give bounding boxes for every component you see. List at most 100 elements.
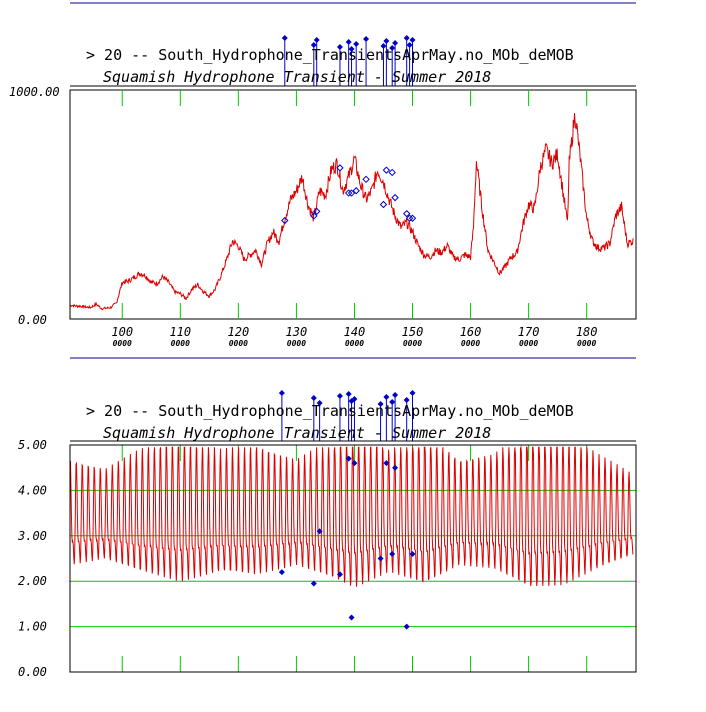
panel-1-event-point: [347, 189, 356, 197]
panel-1-xtick-label: 120: [228, 325, 250, 339]
panel-1-event-marker: [345, 39, 352, 45]
panel-1-event-marker: [363, 36, 370, 42]
panel-1-xtick-sublabel: 0000: [171, 339, 190, 348]
panel-2-event-marker: [377, 401, 384, 407]
panel-2-series-path: [69, 445, 634, 587]
panel-2: > 20 -- South_Hydrophone_TransientsAprMa…: [17, 390, 637, 679]
panel-2-ytick-label: 0.00: [18, 665, 47, 679]
panel-2-event-marker: [389, 399, 396, 405]
panel-1-event-point: [352, 187, 360, 195]
panel-1-event-point: [313, 207, 321, 216]
panel-1-event-point: [336, 164, 344, 172]
panel-2-event-marker: [345, 391, 352, 397]
panel-1-frame: [69, 89, 637, 320]
panel-1-event-marker: [406, 42, 413, 48]
panel-1-event-marker: [281, 35, 288, 41]
panel-1-xtick-label: 140: [344, 325, 366, 339]
panel-1-event-marker: [353, 41, 360, 47]
panel-1-xtick-sublabel: 0000: [113, 339, 132, 348]
panel-1-event-marker: [380, 43, 387, 49]
panel-1-event-marker: [310, 42, 317, 48]
panel-2-event-points: [278, 455, 416, 630]
panel-1-event-marker: [313, 37, 320, 43]
panel-1-x-ticks: [121, 90, 588, 319]
panel-2-x-ticks: [121, 445, 588, 672]
panel-1-event-point: [379, 200, 388, 209]
panel-2-event-marker: [278, 390, 285, 396]
panel-2-event-marker: [409, 390, 416, 396]
panel-1-series-line: [69, 112, 634, 311]
panel-1-xtick-label: 110: [169, 325, 191, 339]
panel-2-ytick-label: 4.00: [18, 483, 47, 497]
panel-1-event-point: [310, 212, 318, 220]
panel-2-event-marks: [278, 390, 416, 441]
panel-1-event-point: [402, 209, 411, 218]
panel-1-event-marker: [383, 38, 390, 44]
panel-2-title: > 20 -- South_Hydrophone_TransientsAprMa…: [86, 402, 574, 420]
panel-1-event-point: [391, 193, 399, 202]
panel-2-event-point: [345, 455, 352, 462]
panel-2-event-point: [392, 464, 399, 471]
panel-2-frame: [69, 444, 637, 673]
panel-1-xtick-label: 180: [576, 325, 598, 339]
panel-2-grid: [70, 489, 636, 628]
panel-1-xtick-sublabel: 0000: [519, 339, 538, 348]
panel-1-event-marker: [348, 46, 355, 52]
panel-2-event-marker: [351, 396, 358, 402]
panel-1-x-tick-labels: 1000000110000012000001300000140000015000…: [111, 325, 597, 348]
panel-1-xtick-sublabel: 0000: [345, 339, 364, 348]
panel-2-ytick-label: 3.00: [17, 529, 47, 543]
panel-1-event-marker: [392, 40, 399, 46]
panel-2-event-point: [383, 460, 390, 467]
panel-1-event-point: [405, 214, 414, 222]
panel-1-event-point: [362, 175, 370, 184]
panel-1-xtick-sublabel: 0000: [403, 339, 422, 348]
panel-2-event-marker: [383, 394, 390, 400]
panel-1-event-marker: [409, 37, 416, 43]
panel-1-event-marker: [336, 44, 343, 50]
panel-2-event-marker: [316, 400, 323, 406]
panel-1-xtick-label: 130: [286, 325, 308, 339]
panel-1-xtick-label: 170: [518, 325, 540, 339]
panel-1-event-point: [344, 189, 353, 197]
panel-2-event-point: [278, 569, 285, 576]
panel-2-event-marker: [336, 393, 343, 399]
panel-1-event-point: [382, 166, 391, 174]
panel-1-ytick-top: 1000.00: [9, 85, 60, 99]
panel-1: > 20 -- South_Hydrophone_TransientsAprMa…: [9, 35, 637, 348]
panel-2-ytick-label: 1.00: [18, 620, 47, 634]
panel-1-event-marker: [389, 45, 396, 51]
panel-1-event-points: [281, 164, 417, 225]
panel-2-event-point: [316, 528, 323, 535]
panel-2-event-point: [389, 550, 396, 557]
panel-1-xtick-sublabel: 0000: [577, 339, 596, 348]
panel-2-event-point: [310, 580, 317, 587]
panel-2-event-point: [409, 550, 416, 557]
panel-2-event-point: [403, 623, 410, 630]
panel-2-subtitle: Squamish Hydrophone Transient - Summer 2…: [103, 424, 491, 442]
panel-1-xtick-sublabel: 0000: [287, 339, 306, 348]
panel-2-ytick-label: 2.00: [18, 574, 47, 588]
panel-1-xtick-label: 150: [402, 325, 424, 339]
panel-1-ytick-bottom: 0.00: [18, 313, 47, 327]
panel-1-xtick-label: 100: [111, 325, 133, 339]
panel-2-event-point: [351, 460, 358, 467]
panel-2-event-point: [377, 555, 384, 562]
panel-1-xtick-sublabel: 0000: [461, 339, 480, 348]
panel-1-event-marks: [281, 35, 416, 86]
panel-1-xtick-sublabel: 0000: [229, 339, 248, 348]
panel-1-xtick-label: 160: [460, 325, 482, 339]
panel-2-y-tick-labels: 5.00 4.00 3.00 2.00 1.00 0.00: [17, 438, 47, 679]
panel-2-event-point: [336, 571, 343, 578]
panel-1-title: > 20 -- South_Hydrophone_TransientsAprMa…: [86, 46, 574, 64]
panel-2-series-line: [69, 445, 634, 587]
panel-1-event-point: [408, 214, 417, 222]
panel-2-ytick-label: 5.00: [18, 438, 47, 452]
panel-1-event-point: [281, 216, 289, 225]
panel-1-event-marker: [403, 35, 410, 41]
panel-2-event-marker: [392, 392, 399, 398]
panel-2-event-marker: [310, 395, 317, 401]
panel-2-event-marker: [403, 397, 410, 403]
panel-2-event-point: [348, 614, 355, 621]
